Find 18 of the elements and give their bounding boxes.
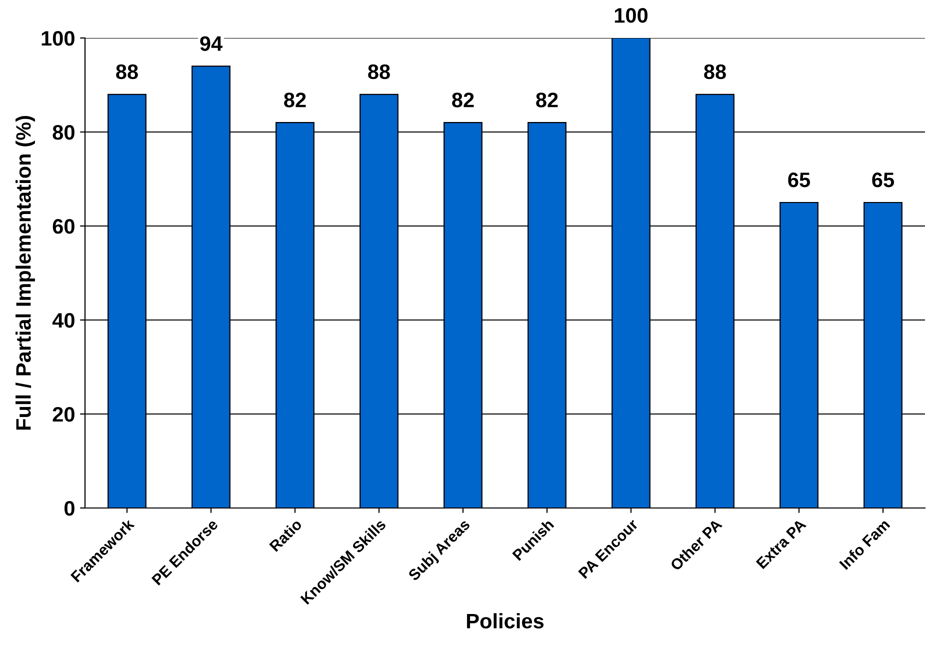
y-tick-label: 60	[52, 219, 74, 234]
data-label: 88	[704, 64, 726, 80]
y-tick-label: 20	[52, 407, 74, 422]
data-label: 82	[284, 92, 306, 108]
x-axis-title: Policies	[467, 613, 544, 628]
data-label: 94	[200, 36, 222, 51]
data-label: 100	[614, 8, 648, 23]
data-label: 65	[872, 172, 894, 188]
y-tick-label: 40	[52, 313, 74, 328]
y-tick-label: 0	[64, 501, 74, 516]
data-label: 82	[536, 92, 558, 108]
y-axis-title: Full / Partial Implementation (%)	[16, 116, 35, 430]
y-tick-label: 100	[42, 31, 74, 46]
y-tick-label: 80	[52, 125, 74, 140]
data-label: 65	[788, 172, 810, 188]
data-label: 88	[116, 64, 138, 80]
data-label: 82	[452, 92, 474, 108]
data-label: 88	[368, 64, 390, 80]
